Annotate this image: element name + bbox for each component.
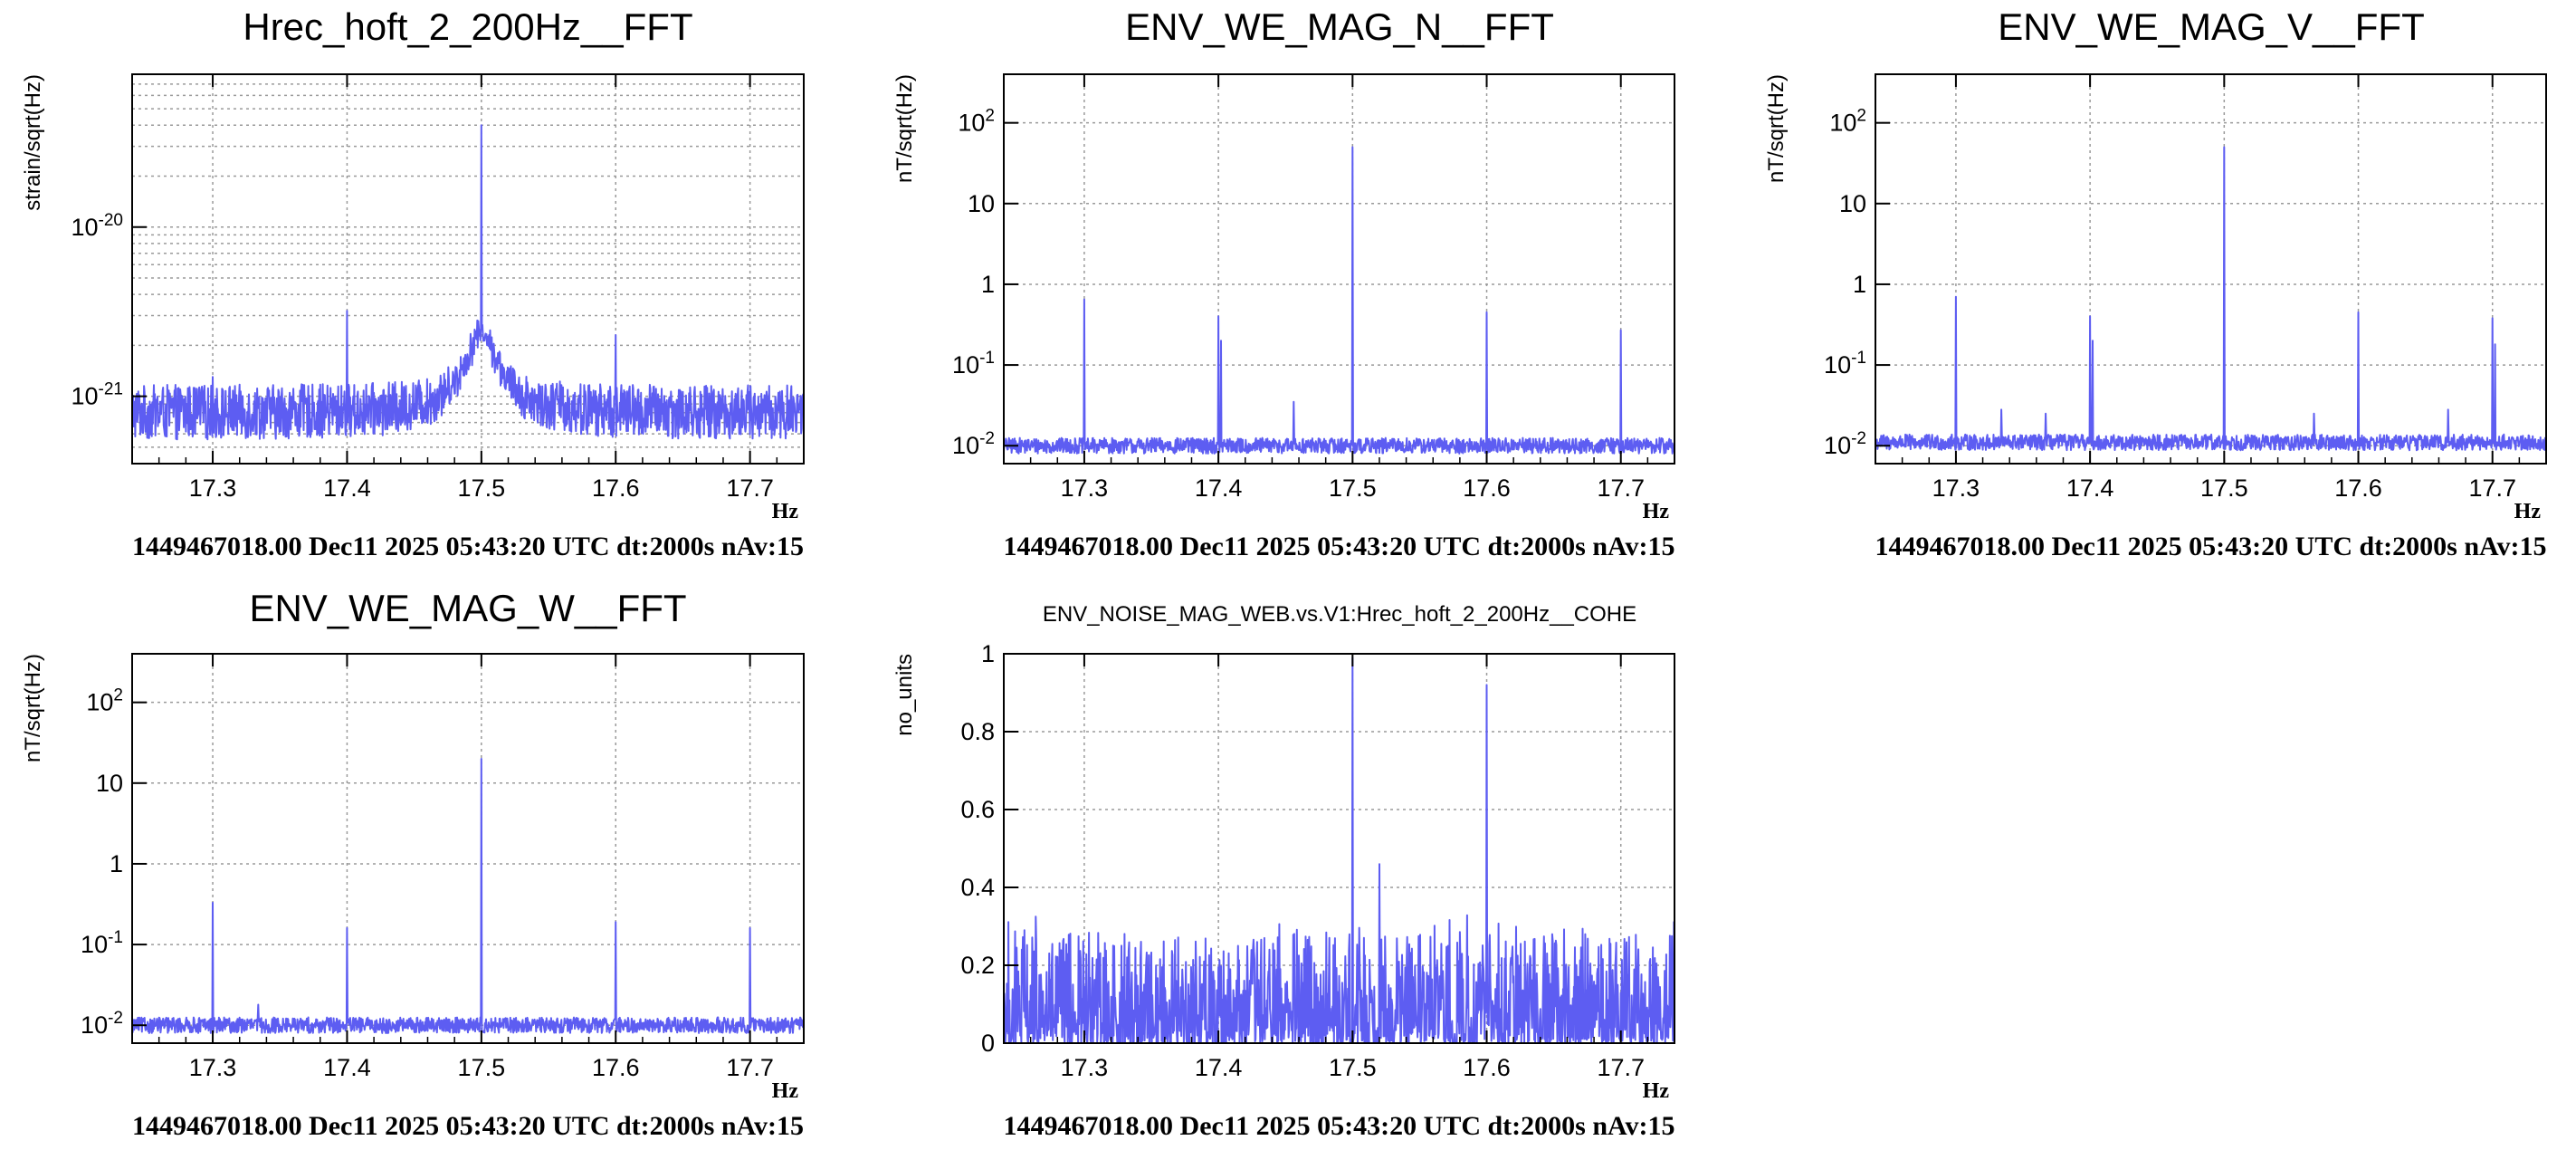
gps-time-footer: 1449467018.00 Dec11 2025 05:43:20 UTC dt… xyxy=(1004,532,1675,561)
plot-panel-4: ENV_WE_MAG_W__FFT 17.3 17.4 17.5 17.6 17.7 10-… xyxy=(21,587,805,1141)
x-axis-unit: Hz xyxy=(772,500,799,523)
panel-title: ENV_WE_MAG_V__FFT xyxy=(1998,5,2424,48)
y-tick-label: 102 xyxy=(86,686,123,716)
x-tick-label: 17.6 xyxy=(592,474,640,502)
x-tick-label: 17.5 xyxy=(2200,474,2248,502)
panel-title: Hrec_hoft_2_200Hz__FFT xyxy=(243,5,692,48)
y-tick-label: 10-21 xyxy=(71,380,123,410)
x-tick-label: 17.3 xyxy=(1061,1054,1109,1081)
y-tick-label: 10 xyxy=(1839,190,1866,217)
y-axis-label: nT/sqrt(Hz) xyxy=(21,654,45,762)
spectrum-trace xyxy=(132,758,804,1034)
x-tick-label: 17.6 xyxy=(1463,1054,1511,1081)
plot-frame xyxy=(131,653,805,1044)
gps-time-footer: 1449467018.00 Dec11 2025 05:43:20 UTC dt… xyxy=(132,1111,804,1141)
y-tick-label: 10-1 xyxy=(1824,349,1866,379)
x-tick-label: 17.6 xyxy=(592,1054,640,1081)
x-tick-label: 17.7 xyxy=(1597,1054,1645,1081)
x-tick-label: 17.4 xyxy=(1195,1054,1243,1081)
x-tick-label: 17.5 xyxy=(1329,474,1377,502)
plot-frame xyxy=(131,73,805,465)
spectrum-trace xyxy=(1875,146,2546,452)
gps-time-footer: 1449467018.00 Dec11 2025 05:43:20 UTC dt… xyxy=(1875,532,2547,561)
plot-panel-1: Hrec_hoft_2_200Hz__FFT 17.3 17.4 17.5 17.6 17… xyxy=(21,5,805,561)
y-axis-label: nT/sqrt(Hz) xyxy=(1764,74,1789,183)
gps-time-footer: 1449467018.00 Dec11 2025 05:43:20 UTC dt… xyxy=(1004,1111,1675,1141)
y-tick-label: 1 xyxy=(981,271,995,298)
y-tick-label: 0.8 xyxy=(960,718,995,745)
y-tick-label: 102 xyxy=(958,107,995,137)
plot-frame xyxy=(1003,653,1675,1044)
x-tick-label: 17.4 xyxy=(1195,474,1243,502)
y-tick-label: 0.2 xyxy=(960,952,995,979)
y-tick-label: 10-2 xyxy=(81,1009,123,1039)
y-tick-label: 1 xyxy=(981,640,995,667)
x-tick-label: 17.5 xyxy=(458,474,506,502)
y-tick-label: 10-2 xyxy=(1824,429,1866,459)
x-tick-label: 17.3 xyxy=(1932,474,1980,502)
x-axis-unit: Hz xyxy=(772,1079,799,1103)
x-tick-label: 17.7 xyxy=(726,1054,774,1081)
x-tick-label: 17.4 xyxy=(323,1054,371,1081)
spectrum-trace xyxy=(1004,656,1674,1043)
x-tick-label: 17.4 xyxy=(2066,474,2114,502)
x-tick-label: 17.6 xyxy=(1463,474,1511,502)
plot-frame xyxy=(1003,73,1675,465)
x-axis-unit: Hz xyxy=(2514,500,2542,523)
y-tick-label: 0.6 xyxy=(960,796,995,823)
panel-title: ENV_NOISE_MAG_WEB.vs.V1:Hrec_hoft_2_200H… xyxy=(1043,602,1636,627)
grid-lines xyxy=(1004,74,1674,464)
x-tick-label: 17.5 xyxy=(458,1054,506,1081)
y-tick-label: 10-2 xyxy=(952,429,995,459)
panel-title: ENV_WE_MAG_N__FFT xyxy=(1125,5,1554,48)
plot-panel-2: ENV_WE_MAG_N__FFT 17.3 17.4 17.5 17.6 17.7 10-… xyxy=(892,5,1675,561)
spectrum-trace xyxy=(132,124,804,441)
x-axis-unit: Hz xyxy=(1643,1079,1670,1103)
y-tick-label: 1 xyxy=(110,850,123,877)
y-axis-label: nT/sqrt(Hz) xyxy=(892,74,917,183)
spectrum-trace xyxy=(1004,146,1674,455)
y-tick-label: 1 xyxy=(1853,271,1866,298)
y-axis-label: strain/sqrt(Hz) xyxy=(21,74,45,211)
y-tick-label: 0.4 xyxy=(960,874,995,901)
y-tick-label: 10-1 xyxy=(952,349,995,379)
x-tick-label: 17.4 xyxy=(323,474,371,502)
x-tick-label: 17.7 xyxy=(1597,474,1645,502)
plot-frame xyxy=(1875,73,2547,465)
x-axis-unit: Hz xyxy=(1643,500,1670,523)
y-axis-label: no_units xyxy=(892,654,917,736)
x-tick-label: 17.3 xyxy=(189,1054,237,1081)
grid-lines xyxy=(132,654,804,1043)
x-tick-label: 17.7 xyxy=(726,474,774,502)
plot-panel-3: ENV_WE_MAG_V__FFT 17.3 17.4 17.5 17.6 17.7 10-… xyxy=(1764,5,2547,561)
panel-title: ENV_WE_MAG_W__FFT xyxy=(249,587,686,629)
grid-lines xyxy=(1875,74,2546,464)
y-tick-label: 102 xyxy=(1829,107,1866,137)
y-tick-label: 10-1 xyxy=(81,928,123,958)
x-tick-label: 17.5 xyxy=(1329,1054,1377,1081)
plot-panel-5: ENV_NOISE_MAG_WEB.vs.V1:Hrec_hoft_2_200H… xyxy=(892,602,1675,1141)
y-tick-label: 10-20 xyxy=(71,211,123,241)
gps-time-footer: 1449467018.00 Dec11 2025 05:43:20 UTC dt… xyxy=(132,532,804,561)
x-tick-label: 17.7 xyxy=(2468,474,2516,502)
x-tick-label: 17.3 xyxy=(1061,474,1109,502)
y-tick-label: 10 xyxy=(968,190,995,217)
x-tick-label: 17.3 xyxy=(189,474,237,502)
y-tick-label: 10 xyxy=(96,770,123,797)
y-tick-label: 0 xyxy=(981,1030,995,1057)
x-tick-label: 17.6 xyxy=(2334,474,2382,502)
